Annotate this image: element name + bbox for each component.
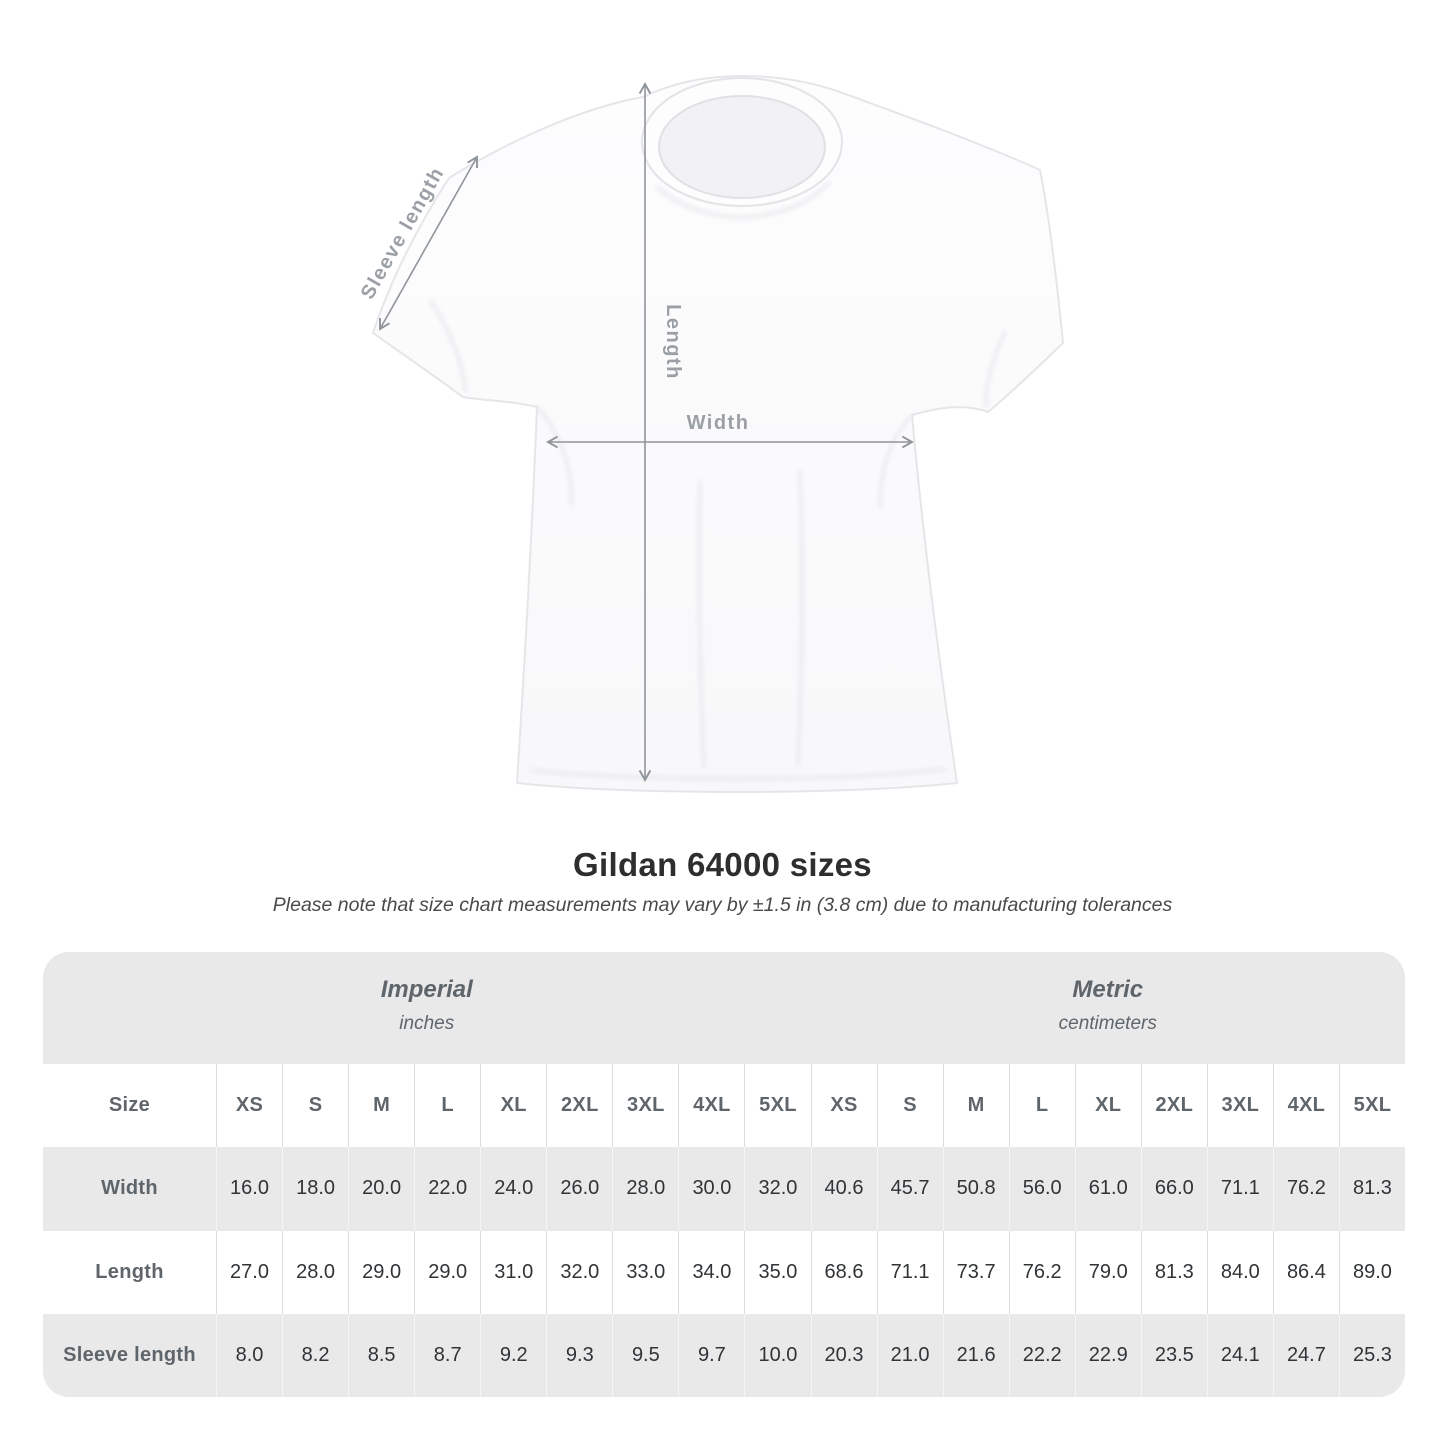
size-value: 76.2 — [1272, 1147, 1339, 1231]
size-value: 23.5 — [1140, 1313, 1207, 1397]
size-value: 81.3 — [1338, 1147, 1405, 1231]
size-value: 21.0 — [876, 1313, 943, 1397]
size-table: Imperial inches Metric centimeters Size … — [43, 952, 1405, 1397]
size-value: 8.0 — [216, 1313, 282, 1397]
size-value: 9.3 — [546, 1313, 612, 1397]
size-value: 76.2 — [1008, 1230, 1075, 1314]
size-value: 33.0 — [612, 1230, 679, 1314]
size-value: 68.6 — [810, 1230, 877, 1314]
metric-group-unit: centimeters — [1058, 1012, 1157, 1034]
size-col-header: 3XL — [612, 1064, 679, 1148]
tshirt-graphic — [372, 75, 1064, 793]
size-col-header: XS — [216, 1064, 283, 1148]
size-value: 27.0 — [216, 1230, 283, 1314]
size-value: 22.2 — [1008, 1313, 1075, 1397]
size-value: 22.9 — [1074, 1313, 1141, 1397]
size-value: 81.3 — [1140, 1230, 1207, 1314]
size-value: 45.7 — [876, 1147, 943, 1231]
size-value: 9.7 — [678, 1313, 744, 1397]
size-col-header: 3XL — [1206, 1064, 1273, 1148]
size-value: 28.0 — [282, 1230, 349, 1314]
size-value: 71.1 — [876, 1230, 943, 1314]
width-label: Width — [687, 412, 750, 434]
size-value: 40.6 — [810, 1147, 877, 1231]
length-label: Length — [662, 304, 684, 380]
size-value: 66.0 — [1140, 1147, 1207, 1231]
size-col-header: 5XL — [1338, 1064, 1405, 1148]
collar-inner — [658, 95, 826, 199]
size-value: 8.2 — [282, 1313, 348, 1397]
fabric-shading — [428, 180, 1008, 781]
size-col-header: S — [876, 1064, 943, 1148]
tolerance-note: Please note that size chart measurements… — [272, 894, 1173, 916]
imperial-group-label: Imperial — [380, 975, 473, 1003]
page-title: Gildan 64000 sizes — [573, 846, 872, 883]
size-value: 25.3 — [1338, 1313, 1405, 1397]
size-value: 56.0 — [1008, 1147, 1075, 1231]
imperial-group-header: Imperial inches — [43, 952, 811, 1064]
size-value: 24.7 — [1272, 1313, 1339, 1397]
size-value: 8.5 — [348, 1313, 414, 1397]
sleeve-length-arrow — [379, 155, 478, 331]
metric-group-label: Metric — [1072, 975, 1144, 1003]
size-value: 21.6 — [942, 1313, 1009, 1397]
size-value: 35.0 — [744, 1230, 811, 1314]
size-col-header: 2XL — [1140, 1064, 1207, 1148]
size-value: 24.0 — [480, 1147, 546, 1231]
size-value: 16.0 — [216, 1147, 282, 1231]
size-value: 89.0 — [1338, 1230, 1405, 1314]
size-value: 18.0 — [282, 1147, 348, 1231]
size-value: 29.0 — [348, 1230, 415, 1314]
size-value: 32.0 — [744, 1147, 810, 1231]
size-value: 31.0 — [480, 1230, 547, 1314]
row-label-length: Length — [43, 1230, 216, 1314]
imperial-group-unit: inches — [399, 1012, 455, 1034]
size-col-header: 4XL — [1272, 1064, 1339, 1148]
size-col-header: 5XL — [744, 1064, 811, 1148]
size-value: 8.7 — [414, 1313, 480, 1397]
size-value: 50.8 — [942, 1147, 1009, 1231]
size-col-header: XL — [480, 1064, 547, 1148]
size-col-header: 4XL — [678, 1064, 745, 1148]
size-value: 30.0 — [678, 1147, 744, 1231]
size-value: 9.2 — [480, 1313, 546, 1397]
size-value: 29.0 — [414, 1230, 481, 1314]
size-header: Size — [43, 1064, 216, 1148]
size-value: 34.0 — [678, 1230, 745, 1314]
size-value: 10.0 — [744, 1313, 810, 1397]
row-label-sleeve-length: Sleeve length — [63, 1343, 196, 1366]
size-value: 84.0 — [1206, 1230, 1273, 1314]
size-col-header: S — [282, 1064, 349, 1148]
size-value: 61.0 — [1074, 1147, 1141, 1231]
size-value: 73.7 — [942, 1230, 1009, 1314]
size-value: 20.0 — [348, 1147, 414, 1231]
size-col-header: L — [1008, 1064, 1075, 1148]
size-value: 86.4 — [1272, 1230, 1339, 1314]
size-col-header: XS — [810, 1064, 877, 1148]
size-col-header: M — [942, 1064, 1009, 1148]
size-value: 20.3 — [810, 1313, 877, 1397]
tshirt-measurement-diagram: Sleeve length Length Width — [357, 75, 1064, 793]
metric-group-header: Metric centimeters — [811, 952, 1406, 1064]
size-col-header: XL — [1074, 1064, 1141, 1148]
size-value: 28.0 — [612, 1147, 678, 1231]
size-value: 24.1 — [1206, 1313, 1273, 1397]
size-value: 71.1 — [1206, 1147, 1273, 1231]
size-value: 9.5 — [612, 1313, 678, 1397]
size-col-header: L — [414, 1064, 481, 1148]
size-value: 26.0 — [546, 1147, 612, 1231]
size-col-header: M — [348, 1064, 415, 1148]
row-label-width: Width — [101, 1177, 158, 1200]
size-value: 22.0 — [414, 1147, 480, 1231]
size-col-header: 2XL — [546, 1064, 613, 1148]
size-value: 79.0 — [1074, 1230, 1141, 1314]
size-value: 32.0 — [546, 1230, 613, 1314]
